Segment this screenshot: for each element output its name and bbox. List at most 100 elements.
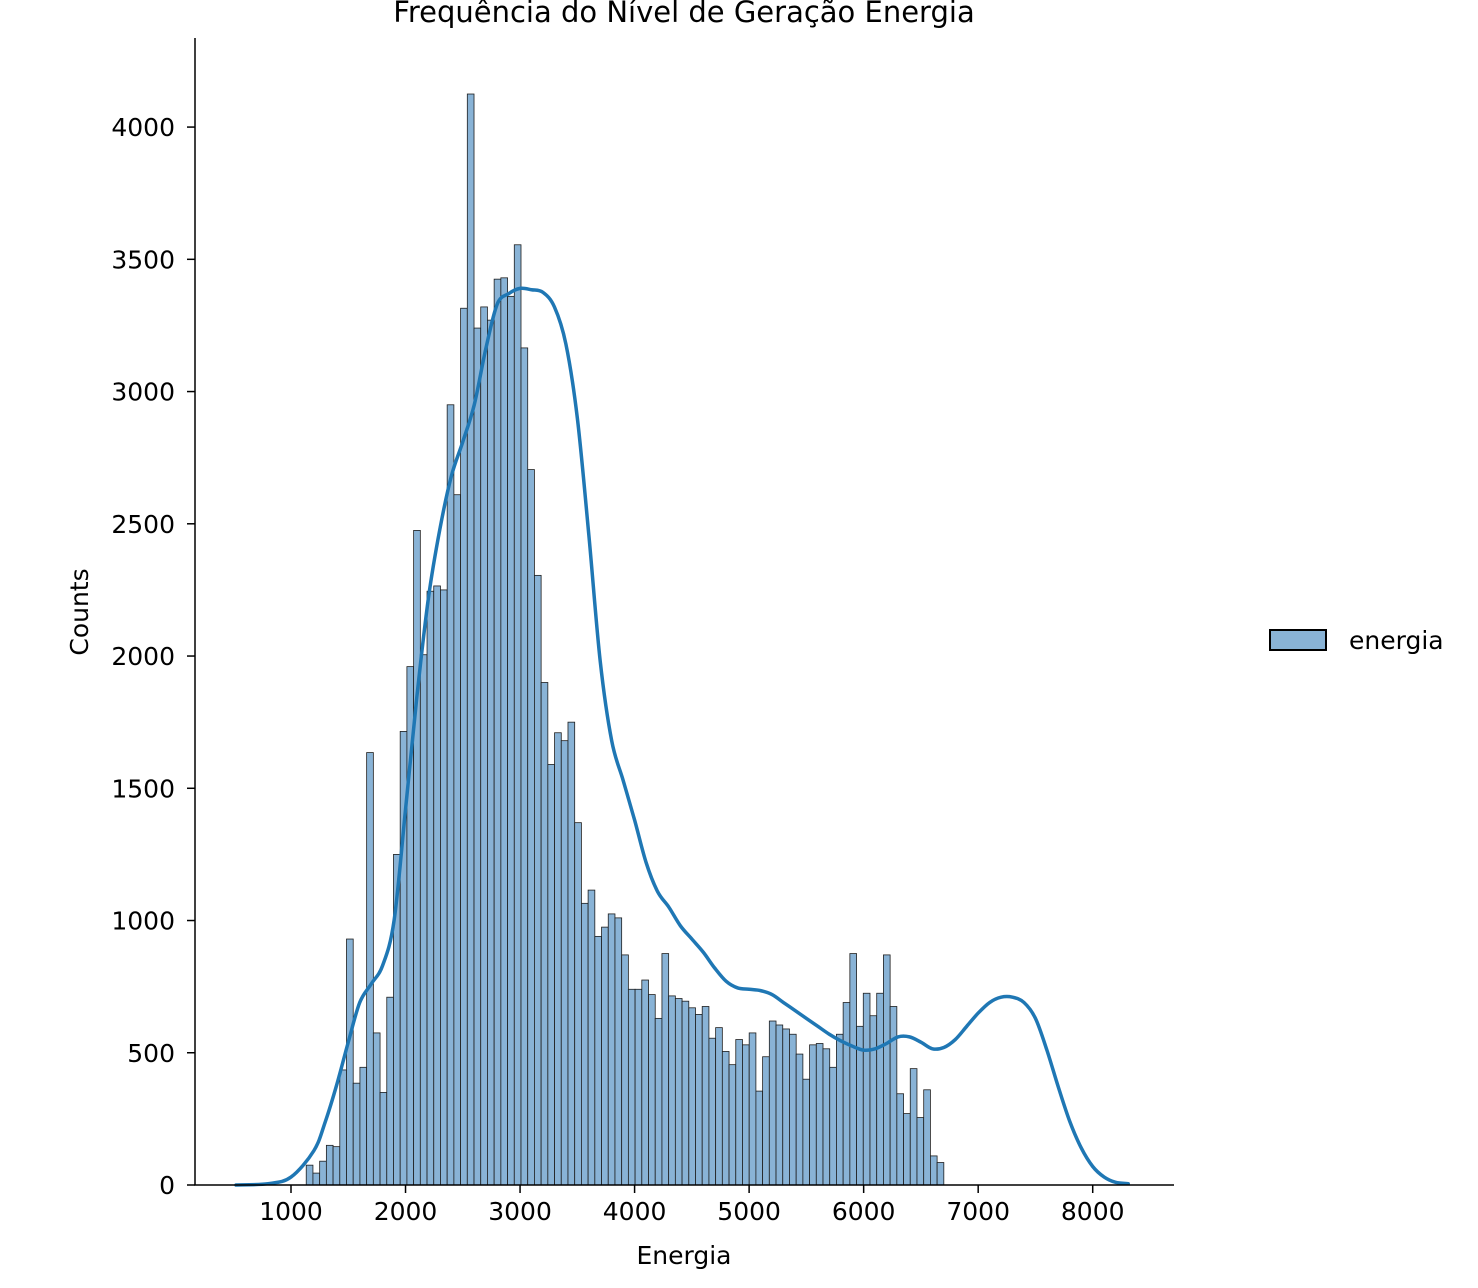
x-axis-label: Energia bbox=[637, 1241, 732, 1270]
histogram-bar bbox=[862, 992, 871, 1186]
histogram-bar bbox=[802, 1078, 810, 1186]
histogram-bar bbox=[681, 1000, 690, 1186]
histogram-bar bbox=[574, 822, 582, 1186]
histogram-bar bbox=[634, 988, 643, 1186]
histogram-bar bbox=[413, 530, 421, 1186]
y-tick-label: 500 bbox=[127, 1039, 175, 1068]
histogram-bar bbox=[513, 244, 522, 1186]
histogram-bar bbox=[581, 902, 589, 1186]
x-tick-label: 8000 bbox=[1061, 1197, 1125, 1226]
histogram-bar bbox=[567, 721, 576, 1186]
histogram-bar bbox=[708, 1037, 717, 1186]
histogram-bar bbox=[339, 1069, 347, 1186]
histogram-bar bbox=[366, 752, 374, 1186]
histogram-bar bbox=[540, 682, 549, 1186]
histogram-bar bbox=[829, 1066, 837, 1186]
histogram-bar bbox=[762, 1056, 770, 1186]
histogram-bar bbox=[809, 1044, 817, 1186]
histogram-bar bbox=[688, 1007, 696, 1186]
histogram-bar bbox=[795, 1053, 804, 1186]
histogram-bar bbox=[701, 1006, 710, 1186]
histogram-bar bbox=[440, 589, 448, 1186]
histogram-bar bbox=[876, 992, 884, 1186]
histogram-bar bbox=[346, 938, 354, 1186]
histogram-bar bbox=[433, 585, 441, 1186]
histogram-bar bbox=[305, 1164, 314, 1186]
histogram-bar bbox=[849, 953, 857, 1186]
histogram-bar bbox=[789, 1033, 797, 1186]
histogram-bar bbox=[674, 998, 683, 1186]
histogram-bar bbox=[493, 278, 502, 1186]
histogram-bar bbox=[594, 935, 602, 1186]
histogram-bar bbox=[668, 995, 676, 1186]
histogram-bar bbox=[325, 1144, 334, 1186]
histogram-bar bbox=[903, 1113, 911, 1186]
histogram-bar bbox=[500, 277, 508, 1186]
histogram-bar bbox=[755, 1090, 764, 1186]
y-tick-label: 0 bbox=[159, 1171, 175, 1200]
histogram-bar bbox=[728, 1064, 737, 1186]
histogram-bar bbox=[842, 1002, 851, 1186]
histogram-bar bbox=[641, 979, 649, 1186]
histogram-bar bbox=[896, 1093, 904, 1186]
histogram-bar bbox=[889, 1006, 898, 1186]
histogram-bar bbox=[453, 494, 461, 1186]
histogram-bar bbox=[836, 1033, 844, 1186]
y-ticks-group: 0 500 1000 1500 2000 2500 3000 3500 4000 bbox=[111, 113, 195, 1200]
x-tick-label: 1000 bbox=[259, 1197, 323, 1226]
kde-line bbox=[234, 286, 1130, 1187]
histogram-bar bbox=[923, 1089, 931, 1186]
histogram-bar bbox=[359, 1066, 368, 1186]
histogram-bar bbox=[466, 93, 475, 1186]
x-tick-label: 3000 bbox=[488, 1197, 552, 1226]
histogram-bar bbox=[507, 295, 515, 1186]
y-axis-label: Counts bbox=[65, 568, 94, 655]
legend-swatch-energia bbox=[1269, 629, 1327, 651]
x-ticks-group: 1000 2000 3000 4000 5000 6000 7000 8000 bbox=[259, 1185, 1125, 1226]
y-tick-label: 2500 bbox=[111, 510, 175, 539]
histogram-bar bbox=[815, 1043, 824, 1186]
histogram-bar bbox=[614, 917, 623, 1186]
histogram-bar bbox=[768, 1020, 777, 1186]
histogram-bar bbox=[735, 1039, 743, 1186]
histogram-bar bbox=[601, 926, 609, 1186]
y-tick-label: 4000 bbox=[111, 113, 175, 142]
histogram-bar bbox=[936, 1162, 945, 1186]
histogram-bar bbox=[547, 764, 555, 1186]
legend-label-energia: energia bbox=[1349, 626, 1444, 655]
x-tick-label: 5000 bbox=[717, 1197, 781, 1226]
histogram-bar bbox=[748, 1032, 757, 1186]
histogram-bar bbox=[661, 953, 670, 1186]
histogram-bar bbox=[721, 1051, 730, 1186]
histogram-bar bbox=[587, 889, 596, 1186]
histogram-bar bbox=[446, 404, 455, 1186]
histogram-bar bbox=[869, 1015, 878, 1186]
chart-title: Frequência do Nível de Geração Energia bbox=[393, 0, 974, 29]
histogram-bar bbox=[419, 654, 428, 1186]
histogram-bar bbox=[379, 1092, 388, 1186]
histogram-bar bbox=[695, 1014, 703, 1186]
y-tick-label: 2000 bbox=[111, 642, 175, 671]
histogram-bar bbox=[883, 954, 891, 1186]
histogram-bar bbox=[916, 1117, 925, 1186]
y-tick-label: 1000 bbox=[111, 907, 175, 936]
bars-group bbox=[305, 93, 945, 1186]
histogram-bar bbox=[627, 988, 636, 1186]
histogram-bar bbox=[654, 1017, 663, 1186]
y-tick-label: 3000 bbox=[111, 378, 175, 407]
histogram-bar bbox=[480, 306, 488, 1186]
histogram-bar bbox=[715, 1027, 723, 1186]
histogram-bar bbox=[352, 1082, 361, 1186]
x-tick-label: 4000 bbox=[603, 1197, 667, 1226]
kde-group bbox=[234, 286, 1130, 1187]
histogram-bar bbox=[742, 1044, 750, 1186]
histogram-bar bbox=[332, 1146, 341, 1186]
histogram-bar bbox=[930, 1155, 938, 1186]
histogram-bar bbox=[775, 1024, 784, 1186]
histogram-bar bbox=[520, 347, 529, 1186]
histogram-bar bbox=[386, 996, 394, 1186]
x-tick-label: 2000 bbox=[374, 1197, 438, 1226]
histogram-bar bbox=[319, 1160, 327, 1186]
